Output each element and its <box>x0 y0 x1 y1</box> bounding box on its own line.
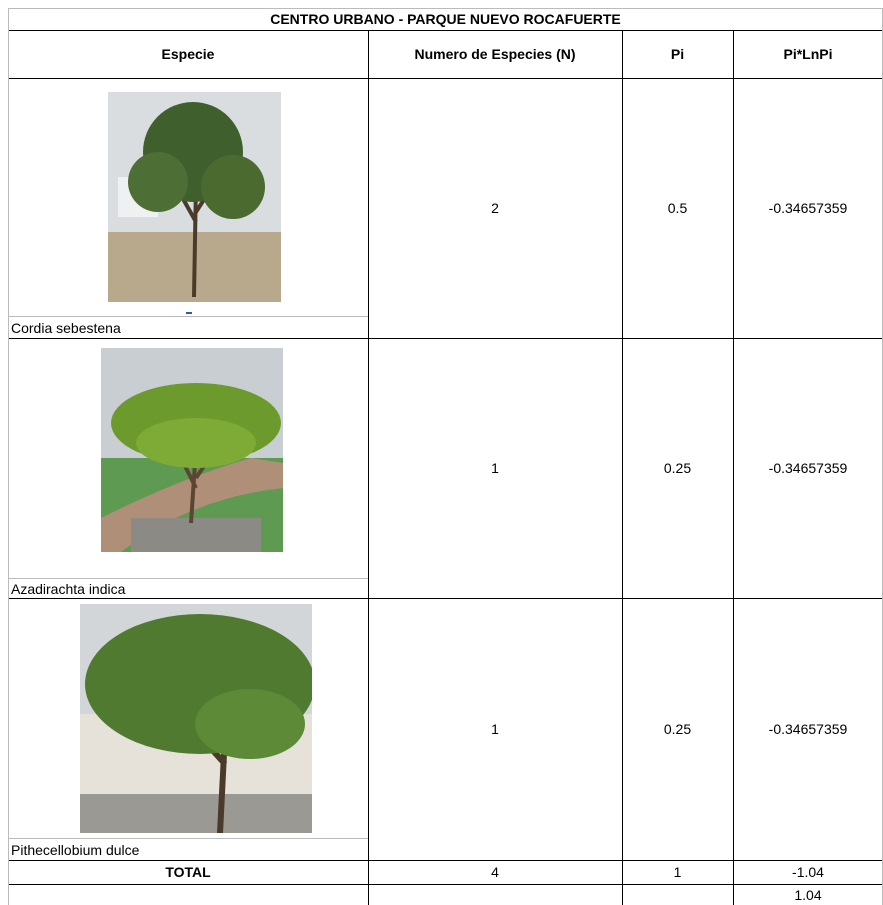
cell: -0.34657359 <box>768 721 848 737</box>
border <box>8 30 883 31</box>
species-photo <box>80 604 312 833</box>
cell: 2 <box>491 200 499 216</box>
cell: 1 <box>491 721 499 737</box>
cell: 0.25 <box>663 460 692 476</box>
header: Numero de Especies (N) <box>414 46 576 62</box>
border <box>8 578 368 579</box>
border <box>733 30 734 905</box>
border <box>8 8 9 905</box>
marker <box>186 312 192 314</box>
species-photo <box>108 92 281 302</box>
cell: 1.04 <box>794 886 822 903</box>
border <box>8 884 883 885</box>
cell: -0.34657359 <box>768 460 848 476</box>
border <box>8 598 883 599</box>
border <box>8 860 883 861</box>
species-name: Azadirachta indica <box>11 581 126 597</box>
table-title: CENTRO URBANO - PARQUE NUEVO ROCAFUERTE <box>270 11 621 27</box>
border <box>8 316 368 317</box>
species-name: Pithecellobium dulce <box>11 842 140 858</box>
border <box>8 838 368 839</box>
cell: 4 <box>491 864 499 880</box>
header: Especie <box>161 46 215 62</box>
cell: 0.25 <box>663 721 692 737</box>
header: Pi*LnPi <box>783 46 833 62</box>
cell: -1.04 <box>792 864 824 880</box>
border <box>368 30 369 905</box>
total-label: TOTAL <box>165 864 211 880</box>
cell: -0.34657359 <box>768 200 848 216</box>
species-name: Cordia sebestena <box>11 320 121 336</box>
header: Pi <box>670 46 685 62</box>
border <box>8 78 883 79</box>
border <box>8 338 883 339</box>
border <box>8 8 883 9</box>
species-photo <box>101 348 283 552</box>
border <box>622 30 623 905</box>
cell: 1 <box>491 460 499 476</box>
cell: 1 <box>673 864 682 880</box>
cell: 0.5 <box>667 200 688 216</box>
